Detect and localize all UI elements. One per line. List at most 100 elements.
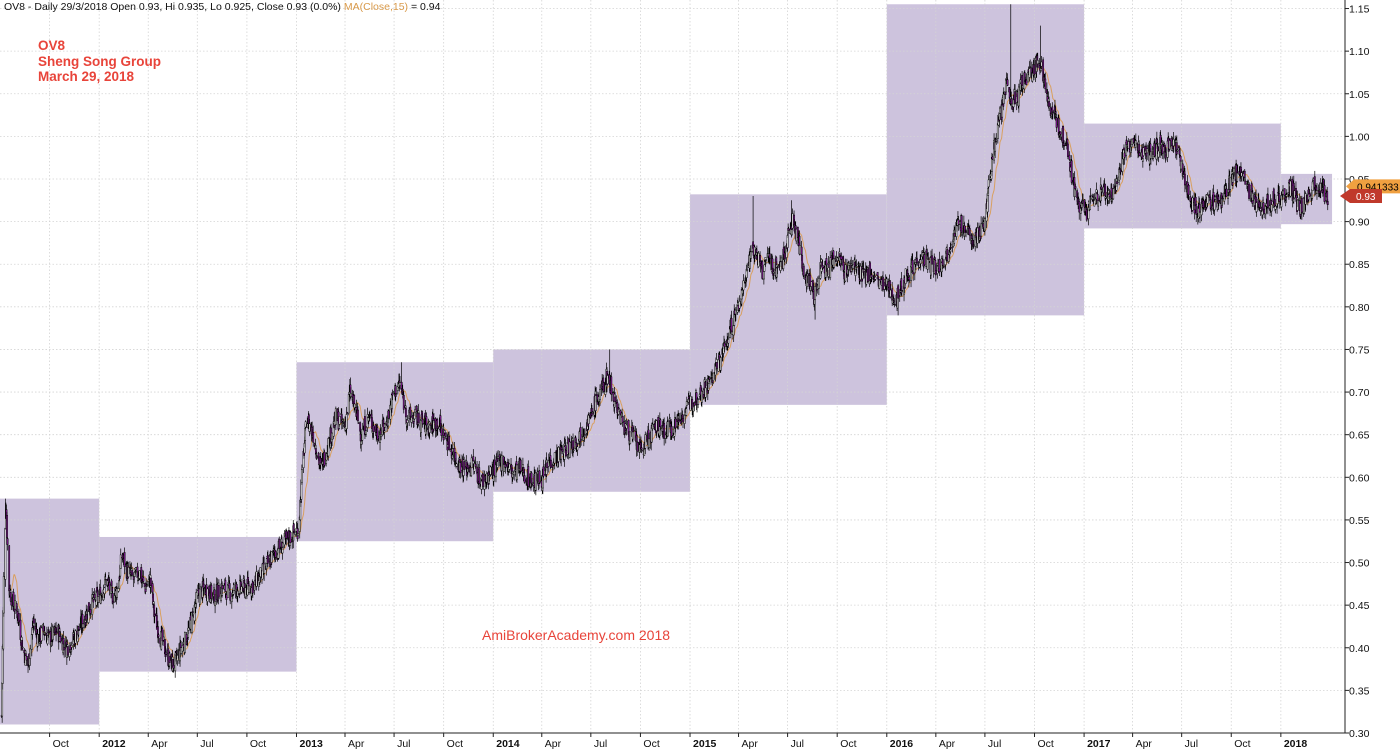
candle-body bbox=[1051, 106, 1054, 115]
candle-body bbox=[68, 652, 71, 657]
candle-body bbox=[1176, 149, 1179, 152]
candle-body bbox=[670, 426, 673, 437]
candle-body bbox=[572, 440, 574, 450]
candle-body bbox=[371, 417, 373, 429]
x-tick-label: Apr bbox=[1136, 738, 1153, 750]
candle-body bbox=[1314, 185, 1317, 187]
candle-body bbox=[972, 244, 975, 246]
candle-body bbox=[631, 431, 634, 440]
candle-body bbox=[591, 412, 594, 414]
candle-body bbox=[1280, 195, 1283, 208]
candle-body bbox=[357, 422, 360, 424]
candle-body bbox=[1125, 140, 1128, 146]
candle-body bbox=[365, 430, 367, 435]
candle-body bbox=[738, 301, 741, 309]
candle-body bbox=[454, 452, 457, 461]
candle-body bbox=[717, 358, 720, 372]
candle-body bbox=[1210, 207, 1213, 210]
candle-body bbox=[965, 231, 967, 233]
candle-body bbox=[806, 273, 809, 276]
x-tick-label: Oct bbox=[1037, 738, 1053, 750]
candle-body bbox=[346, 412, 349, 414]
candle-body bbox=[1313, 176, 1316, 191]
candle-body bbox=[165, 653, 167, 656]
candle-body bbox=[1074, 188, 1076, 198]
candle-body bbox=[898, 295, 901, 297]
candle-body bbox=[161, 628, 164, 642]
candle-body bbox=[1138, 152, 1141, 156]
candle-body bbox=[1100, 189, 1103, 192]
candle-body bbox=[1267, 194, 1269, 208]
candle-body bbox=[285, 530, 288, 539]
candle-body bbox=[530, 472, 533, 484]
candle-body bbox=[1308, 193, 1311, 197]
candle-body bbox=[762, 271, 765, 280]
candle-body bbox=[1191, 197, 1194, 211]
candle-body bbox=[214, 600, 216, 607]
candle-body bbox=[368, 414, 371, 417]
candle-body bbox=[542, 466, 545, 477]
candle-body bbox=[10, 601, 13, 606]
candle-body bbox=[796, 226, 799, 238]
candle-body bbox=[1323, 185, 1326, 202]
candle-body bbox=[1001, 104, 1004, 118]
candle-body bbox=[546, 462, 549, 469]
candle-body bbox=[1040, 61, 1043, 67]
candle-body bbox=[319, 457, 322, 464]
candle-body bbox=[168, 656, 171, 663]
candle-body bbox=[444, 432, 447, 438]
candle-body bbox=[882, 277, 884, 291]
candle-body bbox=[24, 653, 27, 656]
candle-body bbox=[648, 438, 650, 448]
candle-body bbox=[944, 258, 947, 265]
candle-body bbox=[595, 394, 598, 396]
candle-body bbox=[810, 281, 813, 287]
candle-body bbox=[651, 423, 654, 430]
candle-body bbox=[127, 567, 130, 578]
candle-body bbox=[263, 563, 266, 574]
candle-body bbox=[1278, 193, 1281, 202]
candle-body bbox=[1036, 60, 1039, 65]
candle-body bbox=[436, 419, 439, 430]
candle-body bbox=[633, 429, 635, 432]
candle-body bbox=[236, 590, 239, 597]
candle-body bbox=[776, 267, 779, 269]
candle-body bbox=[553, 452, 556, 464]
close-value-label: 0.93 bbox=[1356, 192, 1376, 203]
candle-body bbox=[1227, 195, 1229, 199]
y-tick-label: 0.80 bbox=[1349, 302, 1370, 314]
candle-body bbox=[25, 656, 28, 661]
x-tick-label: Apr bbox=[151, 738, 168, 750]
candle-body bbox=[459, 462, 462, 474]
candle-body bbox=[293, 531, 296, 533]
candle-body bbox=[708, 377, 711, 380]
candle-body bbox=[1248, 183, 1250, 199]
candle-body bbox=[350, 392, 352, 397]
candle-body bbox=[689, 396, 692, 411]
candle-body bbox=[1039, 70, 1042, 73]
candle-body bbox=[152, 601, 155, 605]
candle-body bbox=[172, 665, 175, 669]
candle-body bbox=[372, 425, 375, 433]
candle-body bbox=[394, 385, 397, 397]
candle-body bbox=[795, 228, 798, 242]
candle-body bbox=[1304, 193, 1307, 205]
x-tick-label: 2015 bbox=[693, 738, 717, 750]
candle-body bbox=[1180, 160, 1183, 170]
candle-body bbox=[359, 422, 362, 432]
candle-body bbox=[1044, 78, 1047, 90]
header-sep: - bbox=[25, 1, 35, 13]
candle-body bbox=[221, 585, 224, 590]
candle-body bbox=[70, 644, 73, 648]
candle-body bbox=[723, 342, 726, 348]
candle-body bbox=[1006, 79, 1009, 86]
x-tick-label: Apr bbox=[348, 738, 365, 750]
candle-body bbox=[8, 545, 11, 592]
candle-body bbox=[876, 271, 879, 276]
candle-body bbox=[187, 627, 190, 631]
candle-body bbox=[757, 252, 760, 268]
candle-body bbox=[1221, 197, 1224, 200]
candle-body bbox=[202, 583, 205, 589]
candle-body bbox=[482, 473, 484, 487]
candle-body bbox=[991, 156, 994, 160]
